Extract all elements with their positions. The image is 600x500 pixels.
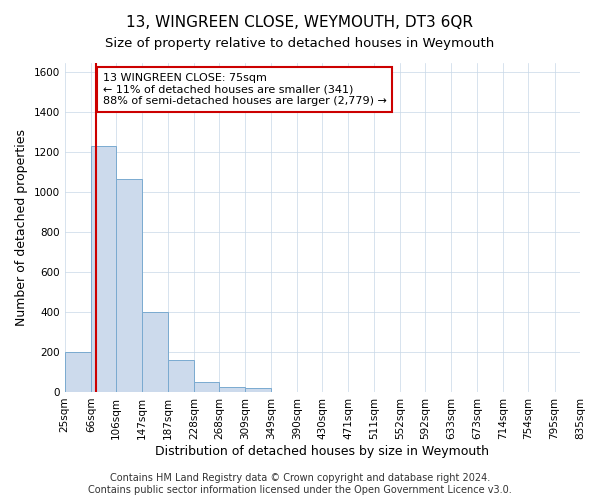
Bar: [142, 312, 168, 392]
Bar: [194, 382, 219, 392]
Y-axis label: Number of detached properties: Number of detached properties: [15, 128, 28, 326]
Bar: [168, 360, 194, 392]
Text: Size of property relative to detached houses in Weymouth: Size of property relative to detached ho…: [106, 38, 494, 51]
Bar: [245, 388, 271, 392]
Bar: [91, 146, 116, 392]
Bar: [219, 387, 245, 392]
X-axis label: Distribution of detached houses by size in Weymouth: Distribution of detached houses by size …: [155, 444, 490, 458]
Text: 13 WINGREEN CLOSE: 75sqm
← 11% of detached houses are smaller (341)
88% of semi-: 13 WINGREEN CLOSE: 75sqm ← 11% of detach…: [103, 73, 387, 106]
Bar: [65, 352, 91, 392]
Text: Contains HM Land Registry data © Crown copyright and database right 2024.
Contai: Contains HM Land Registry data © Crown c…: [88, 474, 512, 495]
Text: 13, WINGREEN CLOSE, WEYMOUTH, DT3 6QR: 13, WINGREEN CLOSE, WEYMOUTH, DT3 6QR: [127, 15, 473, 30]
Bar: [116, 180, 142, 392]
